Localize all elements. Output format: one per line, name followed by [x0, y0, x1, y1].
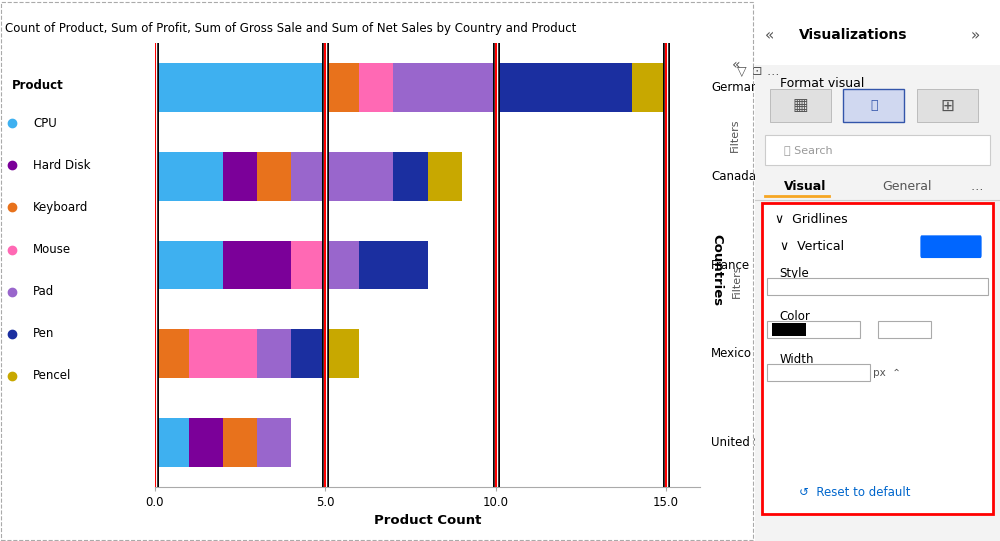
Text: fx: fx: [899, 323, 910, 336]
Text: px  ⌃: px ⌃: [873, 368, 901, 378]
Bar: [257, 418, 291, 467]
Bar: [155, 241, 223, 289]
Bar: [257, 152, 291, 201]
Text: CPU: CPU: [33, 117, 57, 130]
Text: Color: Color: [780, 310, 810, 323]
Text: Keyboard: Keyboard: [33, 201, 88, 214]
Text: Pencel: Pencel: [33, 370, 71, 382]
Bar: [325, 329, 359, 378]
Bar: [291, 152, 393, 201]
Bar: [223, 241, 291, 289]
Text: Mexico: Mexico: [711, 347, 752, 360]
Bar: [325, 63, 359, 112]
Bar: [428, 152, 462, 201]
FancyBboxPatch shape: [920, 235, 982, 258]
Text: ⊞: ⊞: [940, 96, 954, 115]
Text: «: «: [765, 28, 774, 43]
Text: Visual: Visual: [784, 180, 827, 193]
Text: United States of America: United States of America: [711, 436, 859, 449]
Bar: [291, 241, 325, 289]
Text: ∨  Gridlines: ∨ Gridlines: [775, 213, 847, 226]
Text: 🔍 Search: 🔍 Search: [784, 146, 833, 155]
Text: Count of Product, Sum of Profit, Sum of Gross Sale and Sum of Net Sales by Count: Count of Product, Sum of Profit, Sum of …: [5, 22, 576, 35]
Text: General: General: [882, 180, 932, 193]
Text: »: »: [971, 28, 980, 43]
Bar: [155, 418, 189, 467]
Bar: [772, 323, 806, 336]
Text: …: …: [971, 180, 983, 193]
Text: «: «: [732, 58, 741, 72]
Text: Germany: Germany: [711, 81, 765, 94]
Text: 2: 2: [794, 366, 802, 379]
Text: Hard Disk: Hard Disk: [33, 159, 90, 172]
Bar: [770, 89, 831, 122]
Bar: [843, 89, 904, 122]
Text: Pad: Pad: [33, 285, 54, 298]
Text: ▽: ▽: [737, 65, 747, 78]
Text: ∨  Vertical: ∨ Vertical: [780, 240, 844, 253]
Text: ↺  Reset to default: ↺ Reset to default: [799, 486, 911, 499]
Text: Pen: Pen: [33, 327, 54, 340]
Bar: [189, 329, 257, 378]
Text: France: France: [711, 259, 750, 272]
Bar: [155, 152, 223, 201]
Bar: [767, 364, 870, 381]
Bar: [765, 135, 990, 165]
Text: On●: On●: [939, 242, 963, 252]
Bar: [223, 152, 257, 201]
Bar: [767, 278, 988, 295]
Text: …: …: [766, 65, 778, 78]
Bar: [291, 329, 325, 378]
Bar: [393, 152, 428, 201]
Bar: [155, 329, 189, 378]
Text: Mouse: Mouse: [33, 243, 71, 256]
Bar: [393, 63, 496, 112]
Bar: [496, 63, 632, 112]
Text: Visualizations: Visualizations: [799, 28, 908, 42]
Text: Format visual: Format visual: [780, 77, 864, 90]
Bar: [257, 329, 291, 378]
Text: ▦: ▦: [792, 96, 808, 115]
Text: Product: Product: [12, 79, 64, 92]
Text: Filters: Filters: [732, 265, 742, 298]
Text: Countries: Countries: [710, 234, 724, 307]
X-axis label: Product Count: Product Count: [374, 514, 481, 527]
Text: Filters: Filters: [730, 118, 740, 152]
Bar: [223, 418, 257, 467]
Text: 📊: 📊: [870, 99, 878, 112]
Text: Solid: Solid: [792, 280, 820, 293]
Text: ∨: ∨: [831, 325, 839, 334]
Bar: [325, 241, 359, 289]
Bar: [767, 321, 860, 338]
Text: ∨: ∨: [968, 280, 977, 293]
Text: ⊡: ⊡: [752, 65, 763, 78]
Bar: [359, 63, 393, 112]
Bar: [359, 241, 428, 289]
Bar: [878, 321, 931, 338]
Text: Width: Width: [780, 353, 814, 366]
Text: Canada: Canada: [711, 170, 756, 183]
Bar: [189, 418, 223, 467]
Bar: [632, 63, 666, 112]
Bar: [155, 63, 325, 112]
Text: Style: Style: [780, 267, 809, 280]
Bar: [917, 89, 978, 122]
